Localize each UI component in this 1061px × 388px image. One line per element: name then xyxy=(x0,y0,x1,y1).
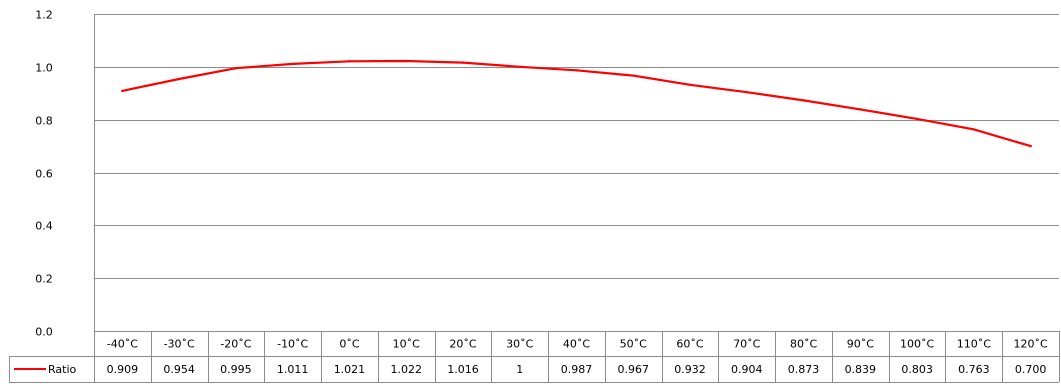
series-line xyxy=(121,59,1032,148)
data-value-label: 0.995 xyxy=(220,363,252,376)
data-value-label: 0.904 xyxy=(731,363,763,376)
x-category-label: 30˚C xyxy=(506,338,533,351)
series-layer xyxy=(121,59,1032,148)
data-point xyxy=(348,60,351,63)
data-value-label: 0.909 xyxy=(107,363,139,376)
x-category-label: 110˚C xyxy=(957,338,991,351)
data-value-label: 1.021 xyxy=(334,363,366,376)
data-point xyxy=(745,90,748,94)
data-point xyxy=(915,117,919,121)
x-category-label: 80˚C xyxy=(790,338,817,351)
data-point xyxy=(177,77,181,81)
x-category-label: 100˚C xyxy=(900,338,934,351)
data-point xyxy=(234,66,238,70)
data-point xyxy=(859,108,862,111)
data-value-label: 0.932 xyxy=(674,363,706,376)
data-point xyxy=(802,99,805,102)
data-value-label: 0.839 xyxy=(845,363,877,376)
x-category-label: 50˚C xyxy=(620,338,647,351)
y-tick-label: 1.0 xyxy=(35,62,53,75)
x-category-label: -10˚C xyxy=(277,338,308,351)
y-tick-label: 0.8 xyxy=(35,115,53,128)
x-category-label: 90˚C xyxy=(847,338,874,351)
data-point xyxy=(575,69,578,72)
x-category-label: 20˚C xyxy=(449,338,476,351)
data-point xyxy=(461,61,465,64)
x-category-label: 60˚C xyxy=(676,338,703,351)
y-tick-label: 1.2 xyxy=(35,9,53,22)
x-category-label: 70˚C xyxy=(733,338,760,351)
x-category-label: -20˚C xyxy=(220,338,251,351)
x-category-label: -30˚C xyxy=(164,338,195,351)
x-category-label: 120˚C xyxy=(1014,338,1048,351)
data-value-label: 0.803 xyxy=(901,363,933,376)
data-point xyxy=(632,74,635,77)
y-tick-label: 0.4 xyxy=(35,220,53,233)
y-tick-label: 0.2 xyxy=(35,273,53,286)
data-value-label: 0.954 xyxy=(163,363,195,376)
data-value-label: 0.967 xyxy=(618,363,650,376)
x-category-label: 10˚C xyxy=(393,338,420,351)
x-category-label: 0˚C xyxy=(339,338,359,351)
data-point xyxy=(518,65,521,69)
data-point xyxy=(291,62,294,66)
y-tick-label: 0.6 xyxy=(35,168,53,181)
data-point xyxy=(972,128,976,131)
data-value-label: 0.700 xyxy=(1015,363,1047,376)
data-value-label: 1 xyxy=(516,363,523,376)
data-value-label: 0.873 xyxy=(788,363,820,376)
data-point xyxy=(688,83,692,86)
data-table: -40˚C -30˚C -20˚C -10˚C 0˚C 10˚C 20˚C 30˚C 40˚C 5… xyxy=(9,331,1060,383)
gridlines xyxy=(94,14,1059,331)
y-axis-tick-labels: 0.0 0.2 0.4 0.6 0.8 1.0 1.2 xyxy=(35,9,53,339)
data-value-label: 0.987 xyxy=(561,363,593,376)
data-point xyxy=(121,89,124,93)
data-point xyxy=(405,59,408,63)
data-value-label: 1.016 xyxy=(447,363,479,376)
x-category-label: 40˚C xyxy=(563,338,590,351)
data-point xyxy=(1029,144,1032,148)
data-value-label: 1.022 xyxy=(390,363,422,376)
y-tick-label: 0.0 xyxy=(35,326,53,339)
legend-label: Ratio xyxy=(48,363,77,376)
x-category-label: -40˚C xyxy=(107,338,138,351)
data-value-label: 0.763 xyxy=(958,363,990,376)
data-value-label: 1.011 xyxy=(277,363,309,376)
